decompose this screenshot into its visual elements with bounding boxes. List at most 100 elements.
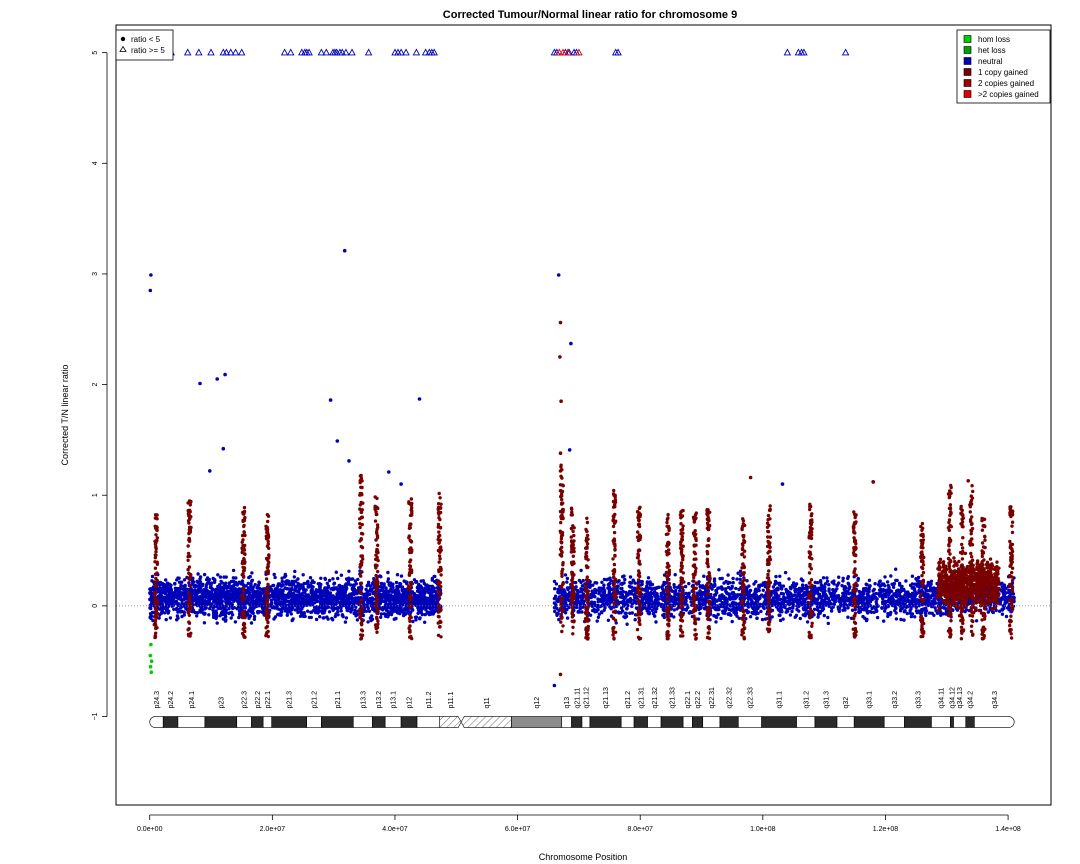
neutral-point [776, 588, 780, 592]
neutral-point [675, 585, 680, 590]
neutral-point [293, 586, 298, 590]
neutral-point [224, 581, 228, 585]
neutral-point [235, 582, 239, 587]
neutral-point [292, 582, 296, 586]
neutral-point [228, 596, 232, 601]
neutral-point [281, 603, 285, 608]
neutral-point [384, 600, 388, 604]
neutral-point [1004, 614, 1009, 619]
neutral-point [588, 585, 592, 589]
neutral-point [355, 618, 360, 622]
neutral-point [336, 609, 340, 614]
neutral-point [349, 596, 353, 600]
neutral-point [553, 594, 558, 598]
neutral-point [198, 575, 203, 579]
neutral-point [735, 577, 739, 581]
neutral-point [339, 609, 343, 613]
neutral-point [579, 568, 583, 573]
neutral-point [924, 606, 928, 610]
neutral-point [324, 597, 328, 601]
neutral-point [219, 588, 223, 593]
neutral-point [629, 581, 633, 585]
neutral-point [289, 593, 293, 597]
neutral-point [711, 596, 716, 600]
neutral-point [214, 611, 219, 615]
neutral-point [209, 583, 213, 587]
neutral-point [214, 616, 218, 621]
neutral-point [346, 608, 350, 613]
neutral-point [875, 615, 880, 620]
neutral-point [389, 587, 393, 591]
neutral-point [905, 611, 909, 616]
neutral-point [292, 575, 296, 579]
neutral-point [732, 604, 736, 609]
neutral-point [259, 591, 263, 596]
neutral-point [255, 610, 260, 614]
neutral-point [175, 578, 179, 582]
neutral-point [886, 583, 891, 588]
neutral-point [310, 595, 314, 600]
neutral-point [734, 596, 738, 600]
neutral-point [198, 596, 202, 600]
neutral-point [174, 587, 179, 591]
neutral-point [333, 614, 337, 619]
neutral-point [405, 606, 409, 611]
neutral-point [175, 601, 179, 606]
neutral-point [891, 597, 895, 601]
neutral-point [313, 605, 317, 610]
neutral-point [924, 613, 928, 618]
neutral-point [175, 606, 179, 611]
neutral-point [552, 601, 557, 605]
neutral-point [867, 578, 872, 582]
neutral-point [233, 620, 238, 624]
neutral-point [336, 613, 340, 617]
neutral-point [575, 592, 579, 596]
neutral-point [366, 620, 370, 624]
neutral-point [424, 602, 428, 607]
neutral-point [389, 607, 393, 611]
neutral-point [717, 586, 721, 590]
neutral-point [555, 612, 560, 616]
neutral-point [339, 593, 344, 597]
neutral-point [731, 581, 735, 585]
neutral-point [874, 602, 879, 606]
neutral-point [323, 588, 327, 592]
neutral-point [201, 611, 206, 615]
neutral-point [367, 609, 372, 613]
neutral-point [596, 600, 600, 604]
neutral-point [205, 578, 209, 582]
neutral-point [277, 607, 281, 611]
neutral-point [702, 574, 706, 578]
neutral-point [423, 620, 427, 624]
neutral-point [310, 592, 314, 596]
neutral-point [632, 589, 636, 593]
neutral-point [632, 593, 636, 597]
neutral-point [209, 602, 214, 606]
neutral-point [363, 592, 368, 596]
neutral-point [574, 601, 579, 606]
neutral-point [392, 617, 396, 621]
neutral-point [314, 609, 318, 614]
neutral-point [730, 601, 735, 605]
neutral-point [150, 574, 155, 579]
neutral-point [197, 582, 202, 586]
neutral-point [608, 576, 612, 580]
neutral-point [844, 586, 848, 590]
neutral-point [815, 587, 820, 591]
neutral-point [207, 594, 211, 598]
neutral-point [230, 591, 234, 596]
neutral-point [352, 587, 357, 591]
neutral-point [347, 602, 352, 606]
neutral-point [171, 603, 176, 607]
neutral-point [423, 612, 427, 617]
neutral-point [796, 594, 800, 598]
neutral-point [418, 617, 422, 621]
neutral-point [216, 573, 220, 577]
neutral-point [355, 609, 359, 613]
neutral-point [563, 592, 567, 597]
neutral-point [760, 617, 765, 622]
neutral-point [433, 589, 437, 594]
neutral-point [746, 596, 750, 600]
neutral-point [378, 607, 383, 611]
neutral-point [259, 599, 264, 603]
